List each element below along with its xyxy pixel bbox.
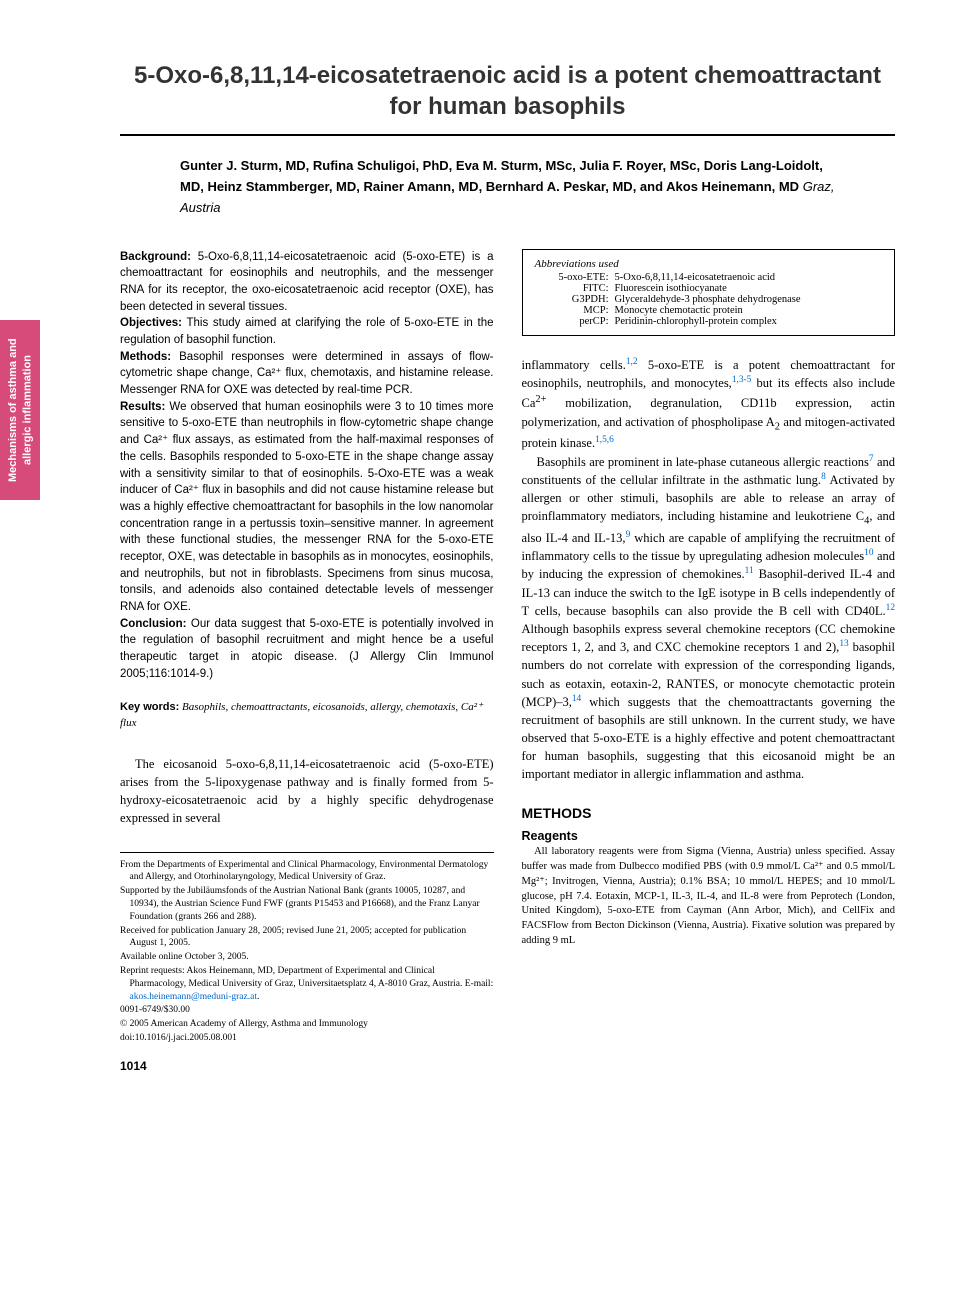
reagents-paragraph: All laboratory reagents were from Sigma …	[522, 845, 896, 948]
reagents-text: All laboratory reagents were from Sigma …	[522, 845, 896, 948]
footnote-supported: Supported by the Jubiläumsfonds of the A…	[120, 885, 494, 923]
intro-left: The eicosanoid 5-oxo-6,8,11,14-eicosatet…	[120, 755, 494, 828]
section-tab: Mechanisms of asthma and allergic inflam…	[0, 320, 40, 500]
abbrev-key: 5-oxo-ETE:	[535, 272, 613, 283]
keywords-label: Key words:	[120, 701, 179, 713]
ref-link[interactable]: 7	[869, 454, 874, 464]
abbreviations-table: 5-oxo-ETE:5-Oxo-6,8,11,14-eicosatetraeno…	[535, 272, 883, 327]
abbreviations-title: Abbreviations used	[535, 258, 883, 270]
abstract-results-label: Results:	[120, 401, 165, 413]
abbrev-row: MCP:Monocyte chemotactic protein	[535, 305, 883, 316]
abbrev-row: 5-oxo-ETE:5-Oxo-6,8,11,14-eicosatetraeno…	[535, 272, 883, 283]
abbrev-val: Peridinin-chlorophyll-protein complex	[613, 316, 883, 327]
footnote-from: From the Departments of Experimental and…	[120, 859, 494, 885]
ref-link[interactable]: 13	[839, 639, 848, 649]
methods-heading: METHODS	[522, 805, 896, 821]
abbrev-val: 5-Oxo-6,8,11,14-eicosatetraenoic acid	[613, 272, 883, 283]
title-rule	[120, 134, 895, 136]
intro-right-p1: inflammatory cells.1,2 5-oxo-ETE is a po…	[522, 356, 896, 453]
ref-link[interactable]: 9	[626, 530, 631, 540]
ref-link[interactable]: 11	[745, 566, 754, 576]
intro-right-p2: Basophils are prominent in late-phase cu…	[522, 453, 896, 784]
abstract-methods-label: Methods:	[120, 351, 171, 363]
section-tab-text: Mechanisms of asthma and allergic inflam…	[6, 320, 35, 500]
footnote-copyright: © 2005 American Academy of Allergy, Asth…	[120, 1018, 494, 1031]
ref-link[interactable]: 12	[886, 603, 895, 613]
abstract-methods: Basophil responses were determined in as…	[120, 351, 494, 396]
abstract-objectives-label: Objectives:	[120, 317, 182, 329]
reagents-heading: Reagents	[522, 829, 896, 843]
footnote-received: Received for publication January 28, 200…	[120, 925, 494, 951]
page-number: 1014	[120, 1059, 494, 1073]
footnotes: From the Departments of Experimental and…	[120, 852, 494, 1045]
abstract-results: We observed that human eosinophils were …	[120, 401, 494, 613]
abbrev-row: G3PDH:Glyceraldehyde-3 phosphate dehydro…	[535, 294, 883, 305]
abbrev-key: perCP:	[535, 316, 613, 327]
abbrev-val: Monocyte chemotactic protein	[613, 305, 883, 316]
abbrev-key: G3PDH:	[535, 294, 613, 305]
abbrev-key: FITC:	[535, 283, 613, 294]
author-names: Gunter J. Sturm, MD, Rufina Schuligoi, P…	[180, 158, 823, 194]
footnote-doi: doi:10.1016/j.jaci.2005.08.001	[120, 1032, 494, 1045]
intro-left-paragraph: The eicosanoid 5-oxo-6,8,11,14-eicosatet…	[120, 755, 494, 828]
abstract: Background: 5-Oxo-6,8,11,14-eicosatetrae…	[120, 249, 494, 682]
right-column: Abbreviations used 5-oxo-ETE:5-Oxo-6,8,1…	[522, 249, 896, 1073]
ref-link[interactable]: 8	[821, 472, 826, 482]
intro-right: inflammatory cells.1,2 5-oxo-ETE is a po…	[522, 356, 896, 784]
abstract-conclusion-label: Conclusion:	[120, 618, 186, 630]
ref-link[interactable]: 1,2	[626, 357, 638, 367]
article-title: 5-Oxo-6,8,11,14-eicosatetraenoic acid is…	[120, 60, 895, 122]
ref-link[interactable]: 1,5,6	[595, 435, 614, 445]
footnote-available: Available online October 3, 2005.	[120, 951, 494, 964]
keywords-block: Key words: Basophils, chemoattractants, …	[120, 700, 494, 731]
ref-link[interactable]: 10	[864, 548, 873, 558]
left-column: Background: 5-Oxo-6,8,11,14-eicosatetrae…	[120, 249, 494, 1073]
reprint-email-link[interactable]: akos.heinemann@meduni-graz.at	[130, 992, 257, 1002]
two-column-layout: Background: 5-Oxo-6,8,11,14-eicosatetrae…	[120, 249, 895, 1073]
abbreviations-box: Abbreviations used 5-oxo-ETE:5-Oxo-6,8,1…	[522, 249, 896, 336]
footnote-issn: 0091-6749/$30.00	[120, 1004, 494, 1017]
abbrev-key: MCP:	[535, 305, 613, 316]
footnote-reprint: Reprint requests: Akos Heinemann, MD, De…	[120, 965, 494, 1003]
footnote-reprint-text: Reprint requests: Akos Heinemann, MD, De…	[120, 966, 493, 989]
author-block: Gunter J. Sturm, MD, Rufina Schuligoi, P…	[180, 156, 835, 218]
ref-link[interactable]: 1,3-5	[732, 375, 752, 385]
abbrev-val: Fluorescein isothiocyanate	[613, 283, 883, 294]
abbrev-val: Glyceraldehyde-3 phosphate dehydrogenase	[613, 294, 883, 305]
ref-link[interactable]: 14	[572, 694, 581, 704]
abbrev-row: FITC:Fluorescein isothiocyanate	[535, 283, 883, 294]
abstract-background-label: Background:	[120, 251, 191, 263]
abbrev-row: perCP:Peridinin-chlorophyll-protein comp…	[535, 316, 883, 327]
